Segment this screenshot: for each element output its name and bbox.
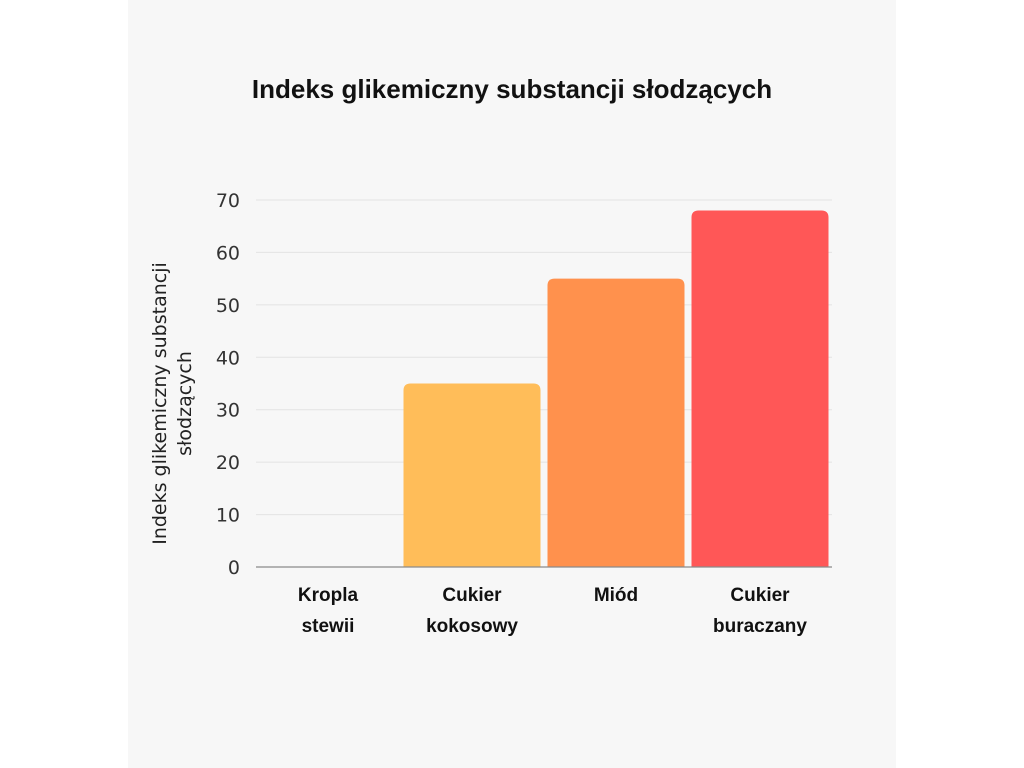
y-tick-label: 30	[216, 400, 240, 422]
x-tick-label: kokosowy	[426, 616, 518, 637]
chart-title: Indeks glikemiczny substancji słodzących	[251, 74, 773, 104]
bars	[403, 210, 829, 567]
y-axis-title: Indeks glikemiczny substancji słodzących	[149, 262, 196, 545]
x-tick-label: buraczany	[713, 616, 807, 637]
bar	[691, 210, 829, 567]
y-tick-label: 20	[216, 452, 240, 474]
bar	[403, 383, 541, 567]
y-tick-label: 60	[216, 242, 240, 264]
y-tick-label: 50	[216, 295, 240, 317]
x-tick-label: Cukier	[442, 585, 502, 606]
y-axis-title-line: słodzących	[174, 351, 196, 456]
y-tick-label: 0	[228, 557, 240, 579]
y-tick-label: 70	[216, 190, 240, 212]
x-tick-label: Cukier	[730, 585, 790, 606]
x-tick-label: stewii	[302, 616, 355, 637]
bar	[547, 278, 685, 567]
x-tick-label: Kropla	[298, 585, 359, 606]
x-axis-labels: Kropla stewii Cukier kokosowy Miód Cukier bura…	[298, 585, 808, 637]
y-axis-ticks: 0 10 20 30 40 50 60 70	[216, 190, 240, 579]
x-tick-label: Miód	[594, 585, 638, 606]
y-tick-label: 40	[216, 347, 240, 369]
y-tick-label: 10	[216, 505, 240, 527]
y-axis-title-line: Indeks glikemiczny substancji	[149, 262, 171, 545]
